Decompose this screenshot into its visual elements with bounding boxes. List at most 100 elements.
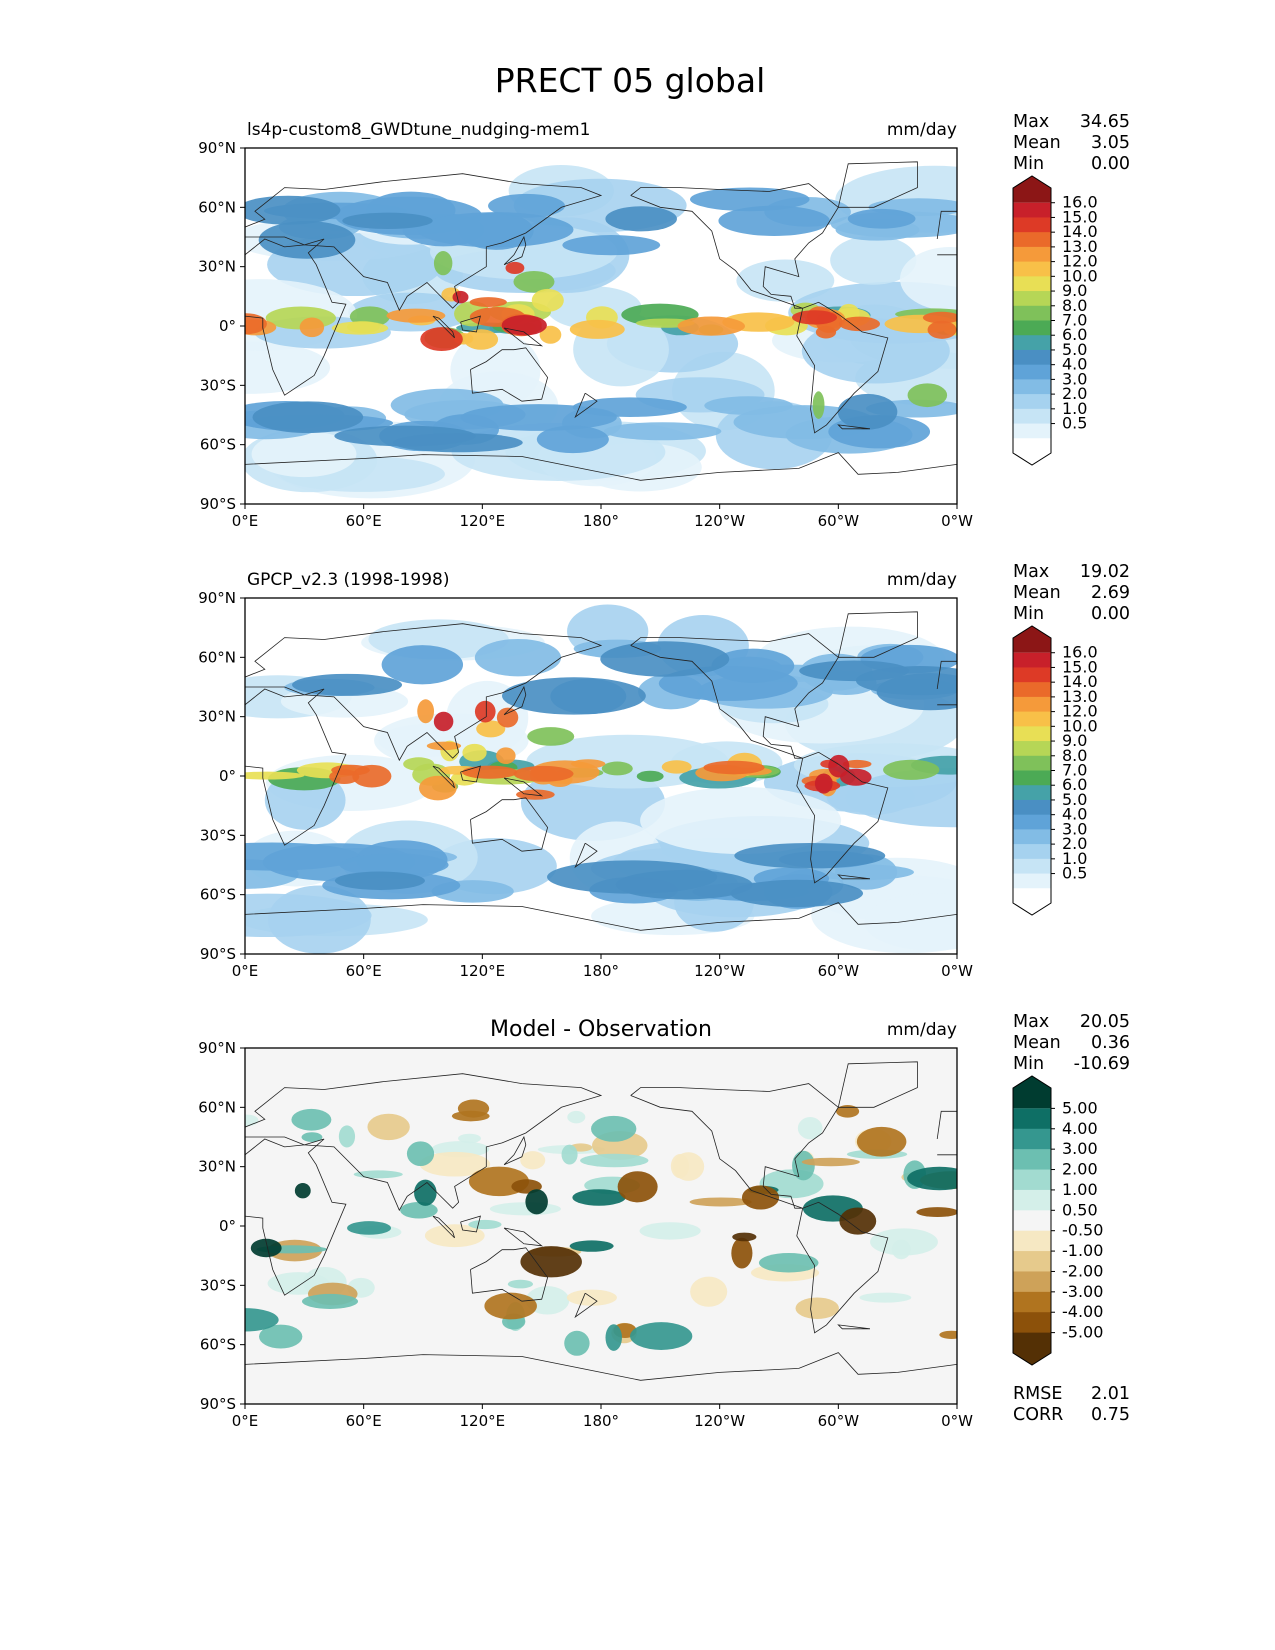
colorbar-segment <box>1013 814 1051 830</box>
precip-contour <box>426 741 462 751</box>
precip-contour <box>815 325 837 339</box>
difference-contour <box>732 1232 757 1242</box>
precip-contour <box>245 195 341 225</box>
precip-contour <box>292 673 403 696</box>
precip-contour <box>845 768 957 828</box>
y-tick-label: 60°N <box>198 1098 236 1116</box>
precip-contour <box>736 259 835 302</box>
precip-contour <box>830 235 917 285</box>
colorbar-label: -5.00 <box>1062 1323 1103 1342</box>
precip-contour <box>842 759 872 769</box>
colorbar-segment <box>1013 320 1051 336</box>
difference-contour <box>400 1201 438 1219</box>
difference-contour <box>294 1183 311 1199</box>
colorbar-label: 0.50 <box>1062 1200 1098 1219</box>
x-tick-label: 60°E <box>346 512 382 530</box>
colorbar-segment <box>1013 755 1051 771</box>
precip-contour <box>251 431 357 478</box>
precip-contour <box>462 765 518 779</box>
difference-contour <box>856 1126 907 1157</box>
colorbar-segment <box>1013 711 1051 727</box>
stat-value: -10.69 <box>1074 1054 1130 1074</box>
stat-label: Mean <box>1013 583 1061 603</box>
panel-title: Model - Observation <box>490 1017 712 1042</box>
coastline <box>245 173 603 312</box>
colorbar-label: 7.0 <box>1062 311 1087 330</box>
y-tick-label: 60°S <box>200 886 236 904</box>
difference-contour <box>939 1330 957 1339</box>
x-tick-label: 60°E <box>346 1412 382 1430</box>
precip-contour <box>417 212 574 248</box>
difference-contour <box>468 1219 502 1230</box>
y-tick-label: 30°N <box>198 258 236 276</box>
precip-contour <box>601 761 633 776</box>
coastline <box>245 238 347 396</box>
coastline <box>630 1083 839 1209</box>
stat-value: 0.36 <box>1091 1033 1130 1053</box>
stat-label: CORR <box>1013 1405 1063 1425</box>
y-tick-label: 0° <box>219 317 236 335</box>
coastline <box>245 1138 347 1296</box>
coastline <box>245 1352 957 1381</box>
colorbar-label: 8.0 <box>1062 746 1087 765</box>
colorbar-label: 7.0 <box>1062 761 1087 780</box>
difference-contour <box>689 1197 752 1207</box>
panel-2: 0°E 60°E 120°E 180° 120°W 60°W 0°W 90°N 60°N 30°N… <box>198 562 1130 980</box>
stat-value: 34.65 <box>1080 112 1130 132</box>
colorbar-segment <box>1013 364 1051 380</box>
precip-contour <box>433 711 454 732</box>
stat-value: 19.02 <box>1080 562 1130 582</box>
colorbar-label: 14.0 <box>1062 222 1098 241</box>
y-tick-label: 30°S <box>200 826 236 844</box>
precip-contour <box>488 193 566 218</box>
stat-label: Mean <box>1013 1033 1061 1053</box>
precip-contour <box>245 842 360 871</box>
colorbar-segment <box>1013 1210 1051 1232</box>
coastline <box>245 1073 603 1212</box>
x-tick-label: 60°E <box>346 962 382 980</box>
colorbar-segment <box>1013 1149 1051 1171</box>
stat-value: 2.69 <box>1091 583 1130 603</box>
colorbar-label: 13.0 <box>1062 687 1098 706</box>
coastline <box>574 842 598 869</box>
precip-contour <box>828 754 850 778</box>
precip-contour <box>569 319 625 339</box>
colorbar-segment <box>1013 696 1051 713</box>
coastline <box>574 1292 598 1319</box>
precip-contour <box>661 760 692 774</box>
colorbar-label: 4.0 <box>1062 805 1087 824</box>
precip-contour <box>245 771 305 780</box>
precip-contour <box>536 425 609 454</box>
precip-contour <box>339 853 449 877</box>
colorbar-label: 8.0 <box>1062 296 1087 315</box>
difference-contour <box>801 1157 860 1167</box>
coastline <box>630 183 839 309</box>
y-tick-label: 30°S <box>200 376 236 394</box>
colorbar-segment <box>1013 217 1051 233</box>
difference-contour <box>250 1238 282 1258</box>
stat-label: Mean <box>1013 133 1061 153</box>
x-tick-label: 0°E <box>232 512 259 530</box>
precip-contour <box>462 743 487 762</box>
colorbar-label: 2.00 <box>1062 1160 1098 1179</box>
stat-value: 3.05 <box>1091 133 1130 153</box>
colorbar-segment <box>1013 335 1051 351</box>
precip-contour <box>847 208 916 229</box>
map-field <box>245 148 957 504</box>
precip-contour <box>505 261 525 274</box>
difference-contour <box>346 1221 392 1235</box>
precip-contour <box>245 341 331 394</box>
colorbar-outline <box>1012 625 1052 916</box>
colorbar-label: 2.0 <box>1062 384 1087 403</box>
colorbar-segment <box>1013 888 1051 915</box>
precip-contour <box>812 391 825 419</box>
x-tick-label: 180° <box>583 962 619 980</box>
stat-label: Min <box>1013 154 1044 174</box>
colorbar-segment <box>1013 1128 1051 1150</box>
x-tick-label: 0°E <box>232 1412 259 1430</box>
stat-label: Min <box>1013 604 1044 624</box>
stat-value: 20.05 <box>1080 1012 1130 1032</box>
coastline <box>837 1324 871 1330</box>
difference-contour <box>458 1133 481 1144</box>
